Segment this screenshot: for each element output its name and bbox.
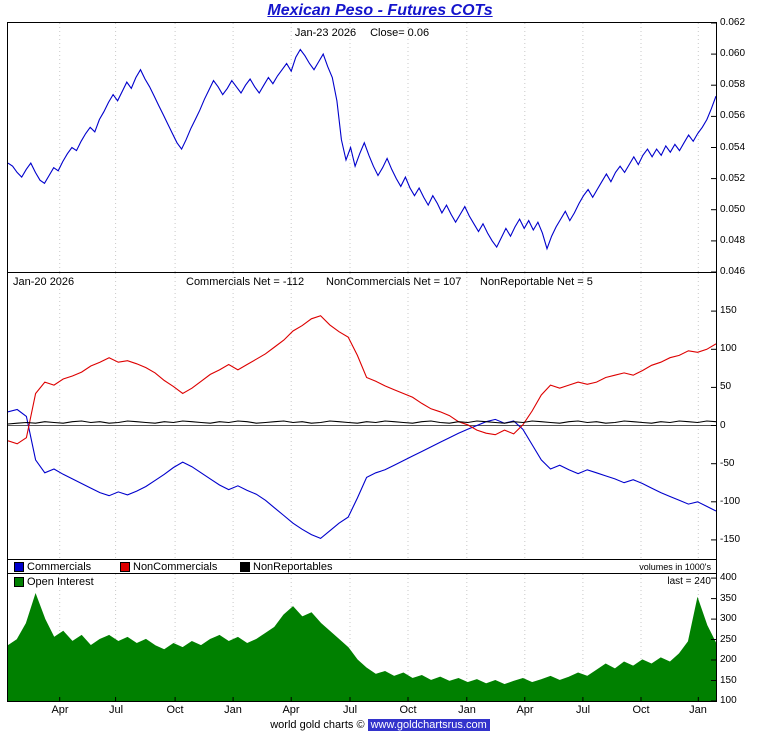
x-axis-label: Apr <box>516 704 534 716</box>
x-axis-label: Jan <box>458 704 476 716</box>
oi-ytick-label: 150 <box>720 675 737 686</box>
commercials-net-label: Commercials Net = -112 <box>186 276 305 288</box>
price-ytick-label: 0.054 <box>720 142 746 153</box>
price-annotation: Jan-23 2026 Close= 0.06 <box>8 27 716 39</box>
oi-ytick-label: 350 <box>720 593 737 604</box>
price-ytick-label: 0.060 <box>720 48 746 59</box>
legend-commercials-label: Commercials <box>27 561 92 573</box>
x-axis-label: Oct <box>632 704 650 716</box>
nonreportable-net-label: NonReportable Net = 5 <box>480 276 593 288</box>
price-ytick-label: 0.046 <box>720 266 746 277</box>
volumes-note: volumes in 1000's <box>639 562 711 572</box>
legend-commercials: Commercials <box>14 561 91 573</box>
cot-ytick-label: -50 <box>720 458 735 469</box>
cot-ytick-label: 100 <box>720 343 737 354</box>
cot-report-date: Jan-20 2026 <box>13 276 75 288</box>
price-ytick-label: 0.058 <box>720 79 746 90</box>
open-interest-chart-svg <box>8 574 716 701</box>
legend-nonreportables: NonReportables <box>240 561 333 573</box>
noncommercials-net-label: NonCommercials Net = 107 <box>326 276 462 288</box>
cot-chart-svg <box>8 273 716 559</box>
x-axis-label: Jul <box>108 704 124 716</box>
cot-ytick-label: -100 <box>720 496 741 507</box>
price-panel: Jan-23 2026 Close= 0.06 <box>7 22 717 272</box>
cot-ytick-label: 0 <box>720 420 726 431</box>
price-ytick-label: 0.052 <box>720 173 746 184</box>
open-interest-panel: Open Interest last = 240 <box>7 573 717 702</box>
legend-open-interest: Open Interest <box>14 576 94 588</box>
legend-nonreportables-label: NonReportables <box>253 561 333 573</box>
x-axis-label: Oct <box>399 704 417 716</box>
legend-noncommercials-label: NonCommercials <box>133 561 218 573</box>
x-axis-label: Jul <box>342 704 358 716</box>
open-interest-last-value: last = 240 <box>667 576 711 587</box>
cot-panel: Jan-20 2026 Commercials Net = -112 NonCo… <box>7 272 717 559</box>
oi-ytick-label: 200 <box>720 654 737 665</box>
footer-text: world gold charts © <box>270 719 368 731</box>
oi-ytick-label: 100 <box>720 695 737 706</box>
price-ytick-label: 0.062 <box>720 17 746 28</box>
cot-ytick-label: -150 <box>720 534 741 545</box>
x-axis-label: Jan <box>224 704 242 716</box>
page-title: Mexican Peso - Futures COTs <box>267 2 493 19</box>
price-ytick-label: 0.056 <box>720 110 746 121</box>
x-axis-label: Oct <box>166 704 184 716</box>
price-annotation-close: Close= 0.06 <box>370 27 430 39</box>
x-axis-label: Apr <box>282 704 300 716</box>
footer-watermark: world gold charts © www.goldchartsrus.co… <box>0 719 760 731</box>
footer-site-badge: www.goldchartsrus.com <box>367 719 490 731</box>
oi-ytick-label: 400 <box>720 572 737 583</box>
noncommercials-swatch-icon <box>120 562 130 572</box>
x-axis-label: Apr <box>51 704 69 716</box>
legend-noncommercials: NonCommercials <box>120 561 217 573</box>
cot-legend-strip: Commercials NonCommercials NonReportable… <box>7 559 717 573</box>
oi-ytick-label: 300 <box>720 613 737 624</box>
legend-open-interest-label: Open Interest <box>27 576 94 588</box>
commercials-swatch-icon <box>14 562 24 572</box>
x-axis-label: Jan <box>689 704 707 716</box>
cot-ytick-label: 50 <box>720 381 732 392</box>
price-ytick-label: 0.050 <box>720 204 746 215</box>
x-axis-label: Jul <box>575 704 591 716</box>
price-annotation-date: Jan-23 2026 <box>294 27 357 39</box>
price-chart-svg <box>8 23 716 272</box>
nonreportables-swatch-icon <box>240 562 250 572</box>
cot-ytick-label: 150 <box>720 305 737 316</box>
oi-ytick-label: 250 <box>720 634 737 645</box>
price-ytick-label: 0.048 <box>720 235 746 246</box>
open-interest-swatch-icon <box>14 577 24 587</box>
